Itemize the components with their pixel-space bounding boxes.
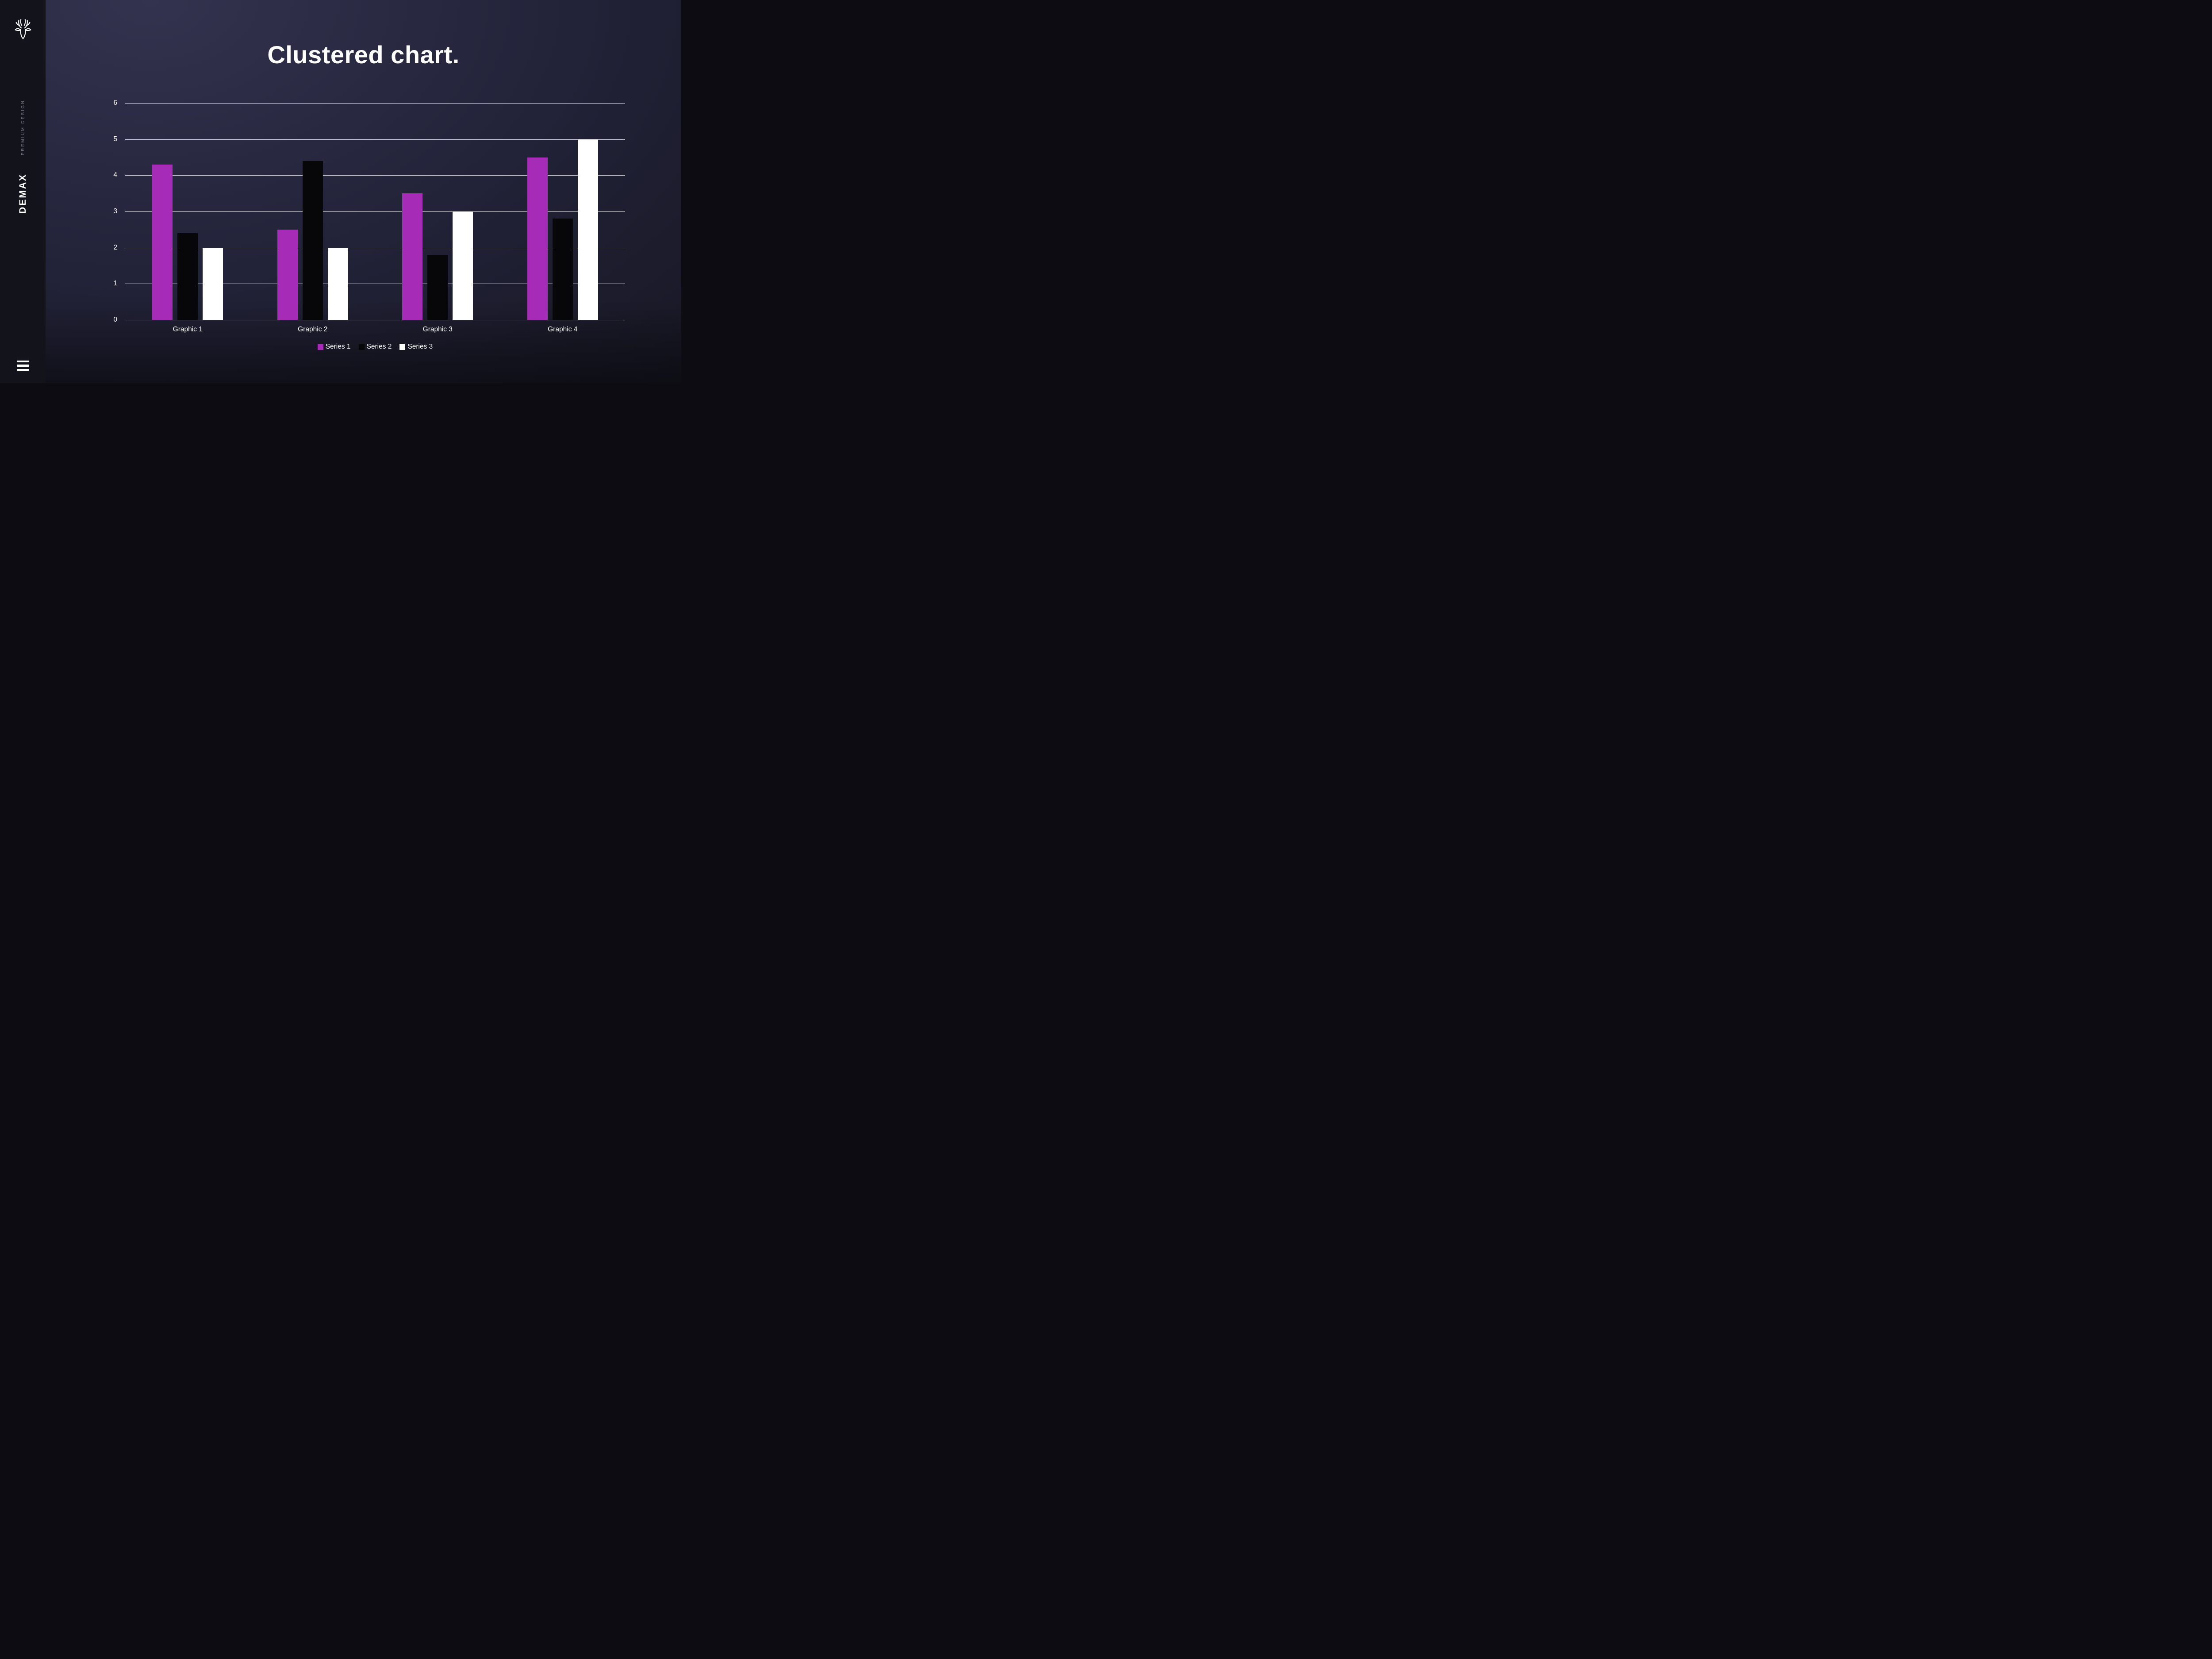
gridline [125,211,625,212]
x-axis-labels: Graphic 1 Graphic 2 Graphic 3 Graphic 4 [125,326,625,335]
legend-swatch [358,344,365,350]
slide-title: Clustered chart. [267,41,460,69]
sidebar-tagline: PREMIUM DESIGN [20,100,25,155]
legend-label: Series 3 [407,343,433,350]
x-category-label: Graphic 1 [173,326,203,333]
bar-series1-graphic1 [152,164,173,320]
legend-item: Series 3 [399,343,433,351]
y-tick-label: 2 [113,243,117,251]
bar-series3-graphic3 [453,211,473,320]
deer-logo-icon [12,19,34,41]
bar-series2-graphic4 [552,219,573,320]
y-tick-label: 3 [113,207,117,215]
bar-series2-graphic3 [427,255,448,320]
bar-series1-graphic4 [527,157,548,320]
legend-swatch [399,344,406,350]
gridline [125,175,625,176]
chart-legend: Series 1 Series 2 Series 3 [125,343,625,351]
chart-plot-area: 0 1 2 3 4 5 6 [113,99,625,323]
hamburger-menu-icon[interactable] [17,360,29,371]
sidebar: PREMIUM DESIGN DEMAX [0,0,46,383]
bar-series2-graphic2 [302,161,323,320]
bar-series3-graphic4 [577,139,598,320]
presentation-slide: PREMIUM DESIGN DEMAX Clustered chart. 0 1… [0,0,681,383]
y-tick-label: 6 [113,99,117,107]
legend-label: Series 1 [325,343,351,350]
legend-item: Series 2 [358,343,392,351]
y-tick-label: 0 [113,316,117,323]
legend-swatch [317,344,323,350]
bar-series1-graphic2 [277,229,298,320]
x-category-label: Graphic 3 [422,326,453,333]
legend-label: Series 2 [366,343,392,350]
sidebar-brand-name: DEMAX [17,173,28,214]
y-tick-label: 5 [113,135,117,143]
x-category-label: Graphic 4 [548,326,578,333]
bar-series1-graphic3 [402,193,423,320]
gridline [125,139,625,140]
bar-series2-graphic1 [177,233,198,320]
gridline [125,103,625,104]
y-tick-label: 1 [113,280,117,288]
y-tick-label: 4 [113,171,117,179]
x-category-label: Graphic 2 [298,326,328,333]
legend-item: Series 1 [317,343,351,351]
